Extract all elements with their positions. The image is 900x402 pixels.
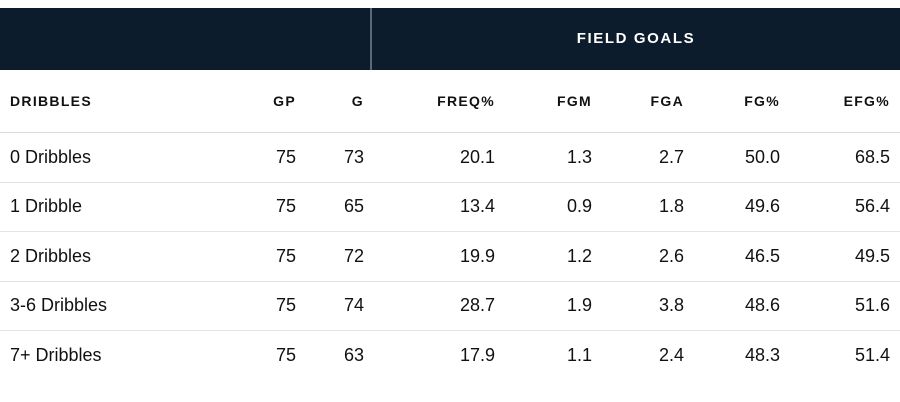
cell-fgm: 0.9	[566, 196, 592, 217]
table-body: 0 Dribbles 75 73 20.1 1.3 2.7 50.0 68.5 …	[0, 133, 900, 381]
cell-g: 65	[343, 196, 364, 217]
cell-gp: 75	[275, 196, 296, 217]
cell-fga: 3.8	[658, 295, 684, 316]
cell-freq: 20.1	[459, 146, 495, 167]
cell-fgm: 1.1	[566, 345, 592, 366]
cell-freq: 28.7	[459, 295, 495, 316]
cell-freq: 13.4	[459, 196, 495, 217]
cell-g: 63	[343, 345, 364, 366]
table-row: 1 Dribble 75 65 13.4 0.9 1.8 49.6 56.4	[0, 183, 900, 232]
column-header-dribbles[interactable]: DRIBBLES	[10, 93, 92, 109]
cell-g: 74	[343, 295, 364, 316]
column-header-efg-pct[interactable]: EFG%	[843, 93, 890, 109]
cell-efg-pct: 51.6	[854, 295, 890, 316]
column-header-gp[interactable]: GP	[273, 93, 296, 109]
table-row: 2 Dribbles 75 72 19.9 1.2 2.6 46.5 49.5	[0, 232, 900, 282]
cell-freq: 19.9	[459, 245, 495, 266]
cell-gp: 75	[275, 245, 296, 266]
table-row: 7+ Dribbles 75 63 17.9 1.1 2.4 48.3 51.4	[0, 331, 900, 381]
cell-fga: 2.4	[658, 345, 684, 366]
cell-dribbles: 7+ Dribbles	[10, 345, 102, 366]
cell-fg-pct: 50.0	[744, 146, 780, 167]
cell-fg-pct: 48.3	[744, 345, 780, 366]
group-header-divider	[370, 8, 372, 70]
cell-fgm: 1.2	[566, 245, 592, 266]
cell-gp: 75	[275, 146, 296, 167]
table-row: 0 Dribbles 75 73 20.1 1.3 2.7 50.0 68.5	[0, 133, 900, 183]
table-row: 3-6 Dribbles 75 74 28.7 1.9 3.8 48.6 51.…	[0, 282, 900, 331]
cell-g: 72	[343, 245, 364, 266]
cell-freq: 17.9	[459, 345, 495, 366]
field-goals-group-header: FIELD GOALS	[576, 30, 696, 47]
cell-fg-pct: 49.6	[744, 196, 780, 217]
column-header-fga[interactable]: FGA	[650, 93, 684, 109]
cell-gp: 75	[275, 295, 296, 316]
column-header-fg-pct[interactable]: FG%	[744, 93, 780, 109]
cell-fg-pct: 46.5	[744, 245, 780, 266]
column-header-fgm[interactable]: FGM	[556, 93, 592, 109]
cell-efg-pct: 51.4	[854, 345, 890, 366]
column-header-g[interactable]: G	[351, 93, 364, 109]
cell-fga: 1.8	[658, 196, 684, 217]
cell-gp: 75	[275, 345, 296, 366]
cell-efg-pct: 68.5	[854, 146, 890, 167]
cell-dribbles: 3-6 Dribbles	[10, 295, 108, 316]
column-header-freq[interactable]: FREQ%	[437, 93, 495, 109]
cell-g: 73	[343, 146, 364, 167]
table-group-header-band	[0, 8, 900, 70]
cell-fgm: 1.9	[566, 295, 592, 316]
cell-efg-pct: 56.4	[854, 196, 890, 217]
cell-efg-pct: 49.5	[854, 245, 890, 266]
cell-dribbles: 2 Dribbles	[10, 245, 92, 266]
cell-dribbles: 0 Dribbles	[10, 146, 92, 167]
cell-dribbles: 1 Dribble	[10, 196, 83, 217]
cell-fga: 2.7	[658, 146, 684, 167]
cell-fga: 2.6	[658, 245, 684, 266]
cell-fg-pct: 48.6	[744, 295, 780, 316]
cell-fgm: 1.3	[566, 146, 592, 167]
column-header-row: DRIBBLES GP G FREQ% FGM FGA FG% EFG%	[0, 70, 900, 133]
